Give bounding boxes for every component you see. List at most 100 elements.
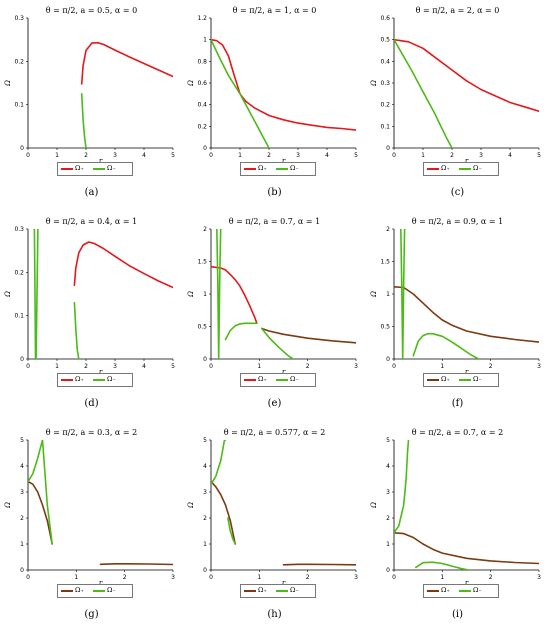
y-tick-label: 0.5 bbox=[380, 324, 390, 331]
y-tick-label: 0.3 bbox=[14, 15, 24, 22]
x-tick-label: 0 bbox=[26, 152, 30, 159]
y-tick-label: 0.3 bbox=[380, 80, 390, 87]
y-axis-label: Ω bbox=[4, 80, 12, 87]
x-tick-label: 3 bbox=[296, 152, 300, 159]
y-tick-label: 0.2 bbox=[14, 58, 24, 65]
y-tick-label: 0.2 bbox=[380, 102, 390, 109]
x-tick-label: 1 bbox=[440, 574, 444, 581]
x-tick-label: 3 bbox=[113, 152, 117, 159]
y-axis-label: Ω bbox=[4, 291, 12, 298]
x-tick-label: 5 bbox=[537, 152, 541, 159]
y-tick-label: 0 bbox=[203, 567, 207, 574]
series-line bbox=[414, 561, 470, 570]
chart-panel-f: θ = π/2, a = 0.9, α = 1 0 1 2 3 0 0.5 1 1.5 2 r Ω Ω₊… bbox=[366, 211, 549, 422]
legend-label-omega-plus: Ω₊ bbox=[258, 586, 267, 594]
series-line bbox=[211, 440, 227, 486]
chart-panel-h: θ = π/2, a = 0.577, α = 2 0 1 2 3 0 1 2 3 4 5 r Ω Ω₊ Ω… bbox=[183, 422, 366, 633]
y-tick-label: 0 bbox=[20, 145, 24, 152]
x-axis-label: r bbox=[99, 579, 103, 587]
plot-area: 0 1 2 3 0 0.5 1 1.5 2 r Ω bbox=[187, 226, 358, 376]
y-axis-label: Ω bbox=[370, 291, 378, 298]
series-line bbox=[33, 229, 39, 359]
series-line bbox=[394, 532, 539, 565]
chart-title: θ = π/2, a = 2, α = 0 bbox=[415, 6, 500, 15]
legend-label-omega-minus: Ω₋ bbox=[473, 375, 482, 383]
legend-swatch-omega-plus bbox=[244, 379, 256, 381]
y-tick-label: 5 bbox=[20, 437, 24, 444]
y-tick-label: 2 bbox=[20, 515, 24, 522]
y-tick-label: 5 bbox=[203, 437, 207, 444]
x-tick-label: 2 bbox=[450, 152, 454, 159]
legend: Ω₊ Ω₋ bbox=[423, 162, 499, 176]
legend-swatch-omega-plus bbox=[244, 168, 256, 170]
x-tick-label: 4 bbox=[142, 152, 146, 159]
y-axis-label: Ω bbox=[4, 502, 12, 509]
panel-caption: (e) bbox=[267, 398, 282, 409]
y-tick-label: 4 bbox=[203, 463, 207, 470]
legend-swatch-omega-minus bbox=[93, 379, 105, 381]
panel-caption: (g) bbox=[84, 609, 99, 620]
x-tick-label: 5 bbox=[171, 363, 175, 370]
legend-label-omega-minus: Ω₋ bbox=[290, 375, 299, 383]
legend-label-omega-minus: Ω₋ bbox=[107, 164, 116, 172]
x-axis-label: r bbox=[465, 157, 469, 165]
y-tick-label: 0.1 bbox=[14, 102, 24, 109]
panel-caption: (d) bbox=[84, 398, 99, 409]
x-axis-label: r bbox=[282, 157, 286, 165]
x-tick-label: 2 bbox=[489, 363, 493, 370]
axes-frame bbox=[210, 440, 356, 571]
legend: Ω₊ Ω₋ bbox=[57, 373, 133, 387]
x-tick-label: 2 bbox=[306, 574, 310, 581]
x-axis-label: r bbox=[465, 368, 469, 376]
y-tick-label: 0.2 bbox=[197, 123, 207, 130]
x-tick-label: 1 bbox=[421, 152, 425, 159]
chart-title: θ = π/2, a = 0.9, α = 1 bbox=[411, 217, 504, 226]
legend-swatch-omega-minus bbox=[276, 379, 288, 381]
chart-title: θ = π/2, a = 0.4, α = 1 bbox=[45, 217, 138, 226]
series-line bbox=[394, 440, 410, 534]
x-tick-label: 5 bbox=[171, 152, 175, 159]
series-line bbox=[211, 38, 356, 131]
legend-swatch-omega-minus bbox=[93, 590, 105, 592]
y-tick-label: 0.2 bbox=[14, 269, 24, 276]
plot-area: 0 1 2 3 4 5 0 0.2 0.4 0.6 0.8 1 1.2 r Ω bbox=[187, 15, 358, 165]
series-line bbox=[211, 480, 237, 545]
x-tick-label: 0 bbox=[209, 574, 213, 581]
x-tick-label: 0 bbox=[392, 363, 396, 370]
y-tick-label: 3 bbox=[203, 489, 207, 496]
legend-swatch-omega-plus bbox=[61, 379, 73, 381]
series-line bbox=[261, 327, 294, 359]
axes-frame bbox=[393, 18, 539, 149]
series-line bbox=[73, 241, 173, 289]
x-tick-label: 4 bbox=[142, 363, 146, 370]
legend: Ω₊ Ω₋ bbox=[240, 162, 316, 176]
x-axis-label: r bbox=[99, 368, 103, 376]
plot-area: 0 1 2 3 4 5 0 0.1 0.2 0.3 r Ω bbox=[4, 15, 175, 165]
y-tick-label: 0.4 bbox=[197, 102, 207, 109]
legend: Ω₊ Ω₋ bbox=[57, 162, 133, 176]
legend-label-omega-minus: Ω₋ bbox=[107, 375, 116, 383]
series-line bbox=[80, 41, 173, 85]
x-tick-label: 2 bbox=[489, 574, 493, 581]
legend: Ω₊ Ω₋ bbox=[240, 584, 316, 598]
chart-title: θ = π/2, a = 0.3, α = 2 bbox=[45, 428, 138, 437]
y-tick-label: 4 bbox=[386, 463, 390, 470]
x-tick-label: 1 bbox=[74, 574, 78, 581]
x-tick-label: 1 bbox=[238, 152, 242, 159]
legend-swatch-omega-minus bbox=[459, 379, 471, 381]
x-axis-label: r bbox=[282, 579, 286, 587]
x-tick-label: 3 bbox=[479, 152, 483, 159]
chart-title: θ = π/2, a = 1, α = 0 bbox=[232, 6, 317, 15]
axes-frame bbox=[393, 440, 539, 571]
series-line bbox=[80, 93, 87, 148]
y-axis-label: Ω bbox=[370, 80, 378, 87]
series-line bbox=[99, 563, 173, 566]
legend-label-omega-plus: Ω₊ bbox=[441, 586, 450, 594]
legend-swatch-omega-plus bbox=[427, 590, 439, 592]
legend-swatch-omega-minus bbox=[459, 590, 471, 592]
y-tick-label: 0 bbox=[386, 567, 390, 574]
chart-panel-a: θ = π/2, a = 0.5, α = 0 0 1 2 3 4 5 0 0.1 0.2 0.3 r… bbox=[0, 0, 183, 211]
legend: Ω₊ Ω₋ bbox=[423, 584, 499, 598]
x-tick-label: 2 bbox=[267, 152, 271, 159]
y-tick-label: 0.3 bbox=[14, 226, 24, 233]
